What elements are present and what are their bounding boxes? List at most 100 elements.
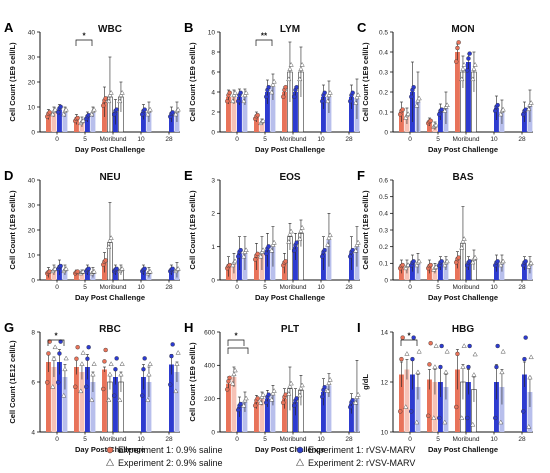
significance-bracket [400, 339, 418, 346]
data-point [101, 103, 106, 108]
data-point [141, 367, 146, 372]
data-point [355, 391, 361, 397]
significance-bracket [255, 39, 273, 46]
bar [254, 402, 259, 432]
panel-h: H PLT 0 200 400 600 Cell Count (1E9 cell/L) 0 5 M… [184, 320, 361, 454]
data-point [107, 237, 113, 243]
y-tick-label: 12 [381, 379, 389, 386]
x-tick-label: 5 [436, 284, 440, 291]
data-point [102, 359, 107, 364]
x-tick-label: 28 [165, 436, 173, 443]
x-tick-label: 0 [235, 436, 239, 443]
panel-label: E [184, 168, 193, 183]
panel-title: MON [451, 24, 474, 35]
y-tick-label: 2 [211, 109, 215, 116]
bar [259, 398, 265, 432]
data-point [411, 335, 416, 340]
data-point [354, 394, 360, 399]
data-point [414, 419, 420, 425]
data-point [443, 369, 449, 375]
data-point [46, 351, 51, 356]
panel-i: I HBG 10 12 14 g/dL 0 5 Moribund 10 28 Day Post Cha… [357, 320, 534, 454]
bar [466, 382, 471, 432]
x-tick-label: 0 [408, 436, 412, 443]
y-tick-label: 0 [211, 277, 215, 284]
data-point [288, 61, 294, 67]
x-tick-label: 28 [518, 136, 526, 143]
y-tick-label: 2 [211, 211, 215, 218]
x-tick-label: 10 [490, 284, 498, 291]
data-point [461, 61, 467, 67]
bar [494, 382, 499, 432]
y-axis-label: Cell Count (1E9 cell/L) [188, 190, 197, 270]
data-point [103, 258, 108, 263]
bar [79, 272, 85, 280]
data-point [298, 66, 304, 71]
panel-label: F [357, 168, 365, 183]
data-point [444, 258, 450, 264]
data-point [114, 266, 119, 271]
data-point [411, 259, 416, 264]
data-point [405, 111, 411, 116]
data-point [86, 345, 91, 350]
bar [79, 372, 85, 432]
data-point [269, 89, 275, 95]
data-point [442, 262, 448, 268]
data-point [108, 89, 114, 95]
bar [265, 398, 270, 432]
bar [62, 112, 68, 132]
legend-marker-triangle [295, 458, 305, 466]
panel-label: D [4, 168, 13, 183]
y-axis-label: Cell Count (1E9 cell/L) [361, 42, 370, 122]
data-point [399, 356, 404, 362]
data-point [456, 255, 461, 260]
data-point [58, 339, 63, 344]
data-point [286, 391, 292, 396]
y-tick-label: 20 [28, 227, 36, 234]
y-tick-label: 10 [28, 104, 36, 111]
data-point [433, 264, 439, 269]
bar [410, 263, 415, 280]
panel-a: A WBC 0 10 20 30 40 Cell Count (1E9 cell/L) 0 5 Mo… [4, 20, 181, 154]
bar [169, 114, 174, 132]
y-tick-label: 0.6 [379, 177, 388, 184]
data-point [498, 111, 504, 117]
bar [231, 377, 237, 432]
data-point [243, 395, 249, 401]
data-point [353, 100, 359, 105]
y-axis-label: Cell Count (1E9 cell/L) [188, 42, 197, 122]
significance-bracket [227, 347, 249, 354]
y-tick-label: 0 [384, 277, 388, 284]
y-tick-label: 6 [31, 379, 35, 386]
data-point [258, 399, 264, 405]
y-tick-label: 600 [204, 329, 215, 336]
x-tick-label: 28 [345, 284, 353, 291]
bar [270, 395, 276, 432]
data-point [270, 242, 276, 247]
data-point [45, 380, 50, 385]
x-tick-label: 0 [55, 436, 59, 443]
x-tick-label: 0 [408, 284, 412, 291]
data-point [455, 45, 460, 51]
bar [349, 97, 354, 132]
data-point [439, 259, 444, 264]
data-point [299, 61, 305, 67]
data-point [238, 401, 243, 407]
y-tick-label: 0.4 [379, 49, 388, 56]
y-tick-label: 0.3 [379, 69, 388, 76]
significance-label: * [234, 332, 238, 341]
data-point [500, 348, 506, 354]
data-point [404, 351, 410, 356]
data-point [467, 343, 472, 349]
data-point [433, 343, 439, 348]
x-axis-label: Day Post Challenge [75, 293, 145, 302]
bar [455, 52, 460, 132]
y-axis-label: Cell Count (1E9 cell/L) [8, 190, 17, 270]
data-point [294, 84, 299, 90]
data-point [495, 343, 500, 349]
x-tick-label: Moribund [99, 436, 126, 443]
data-point [416, 348, 422, 354]
panel-title: WBC [98, 24, 122, 35]
x-tick-label: 28 [165, 136, 173, 143]
y-tick-label: 10 [381, 429, 389, 436]
